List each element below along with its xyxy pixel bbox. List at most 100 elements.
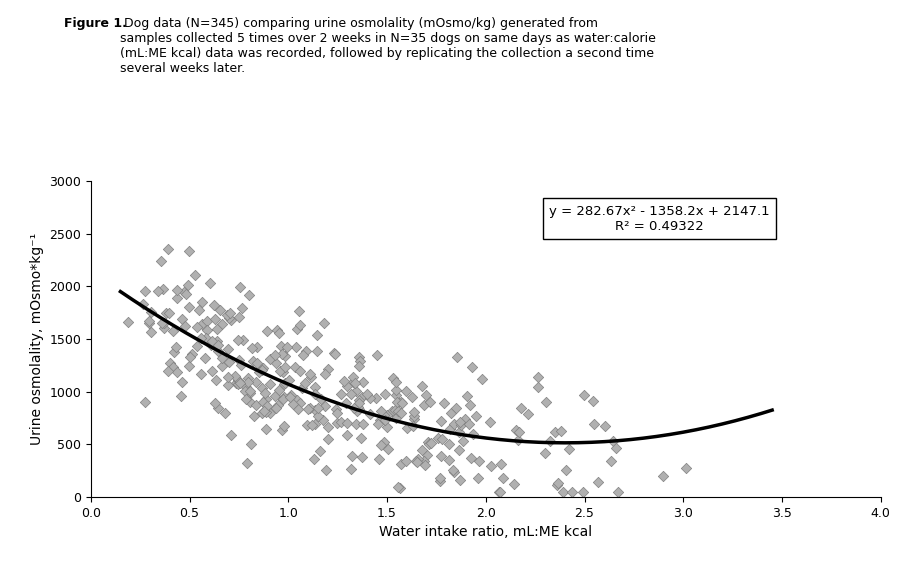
Point <box>352 405 367 414</box>
Point <box>312 446 327 455</box>
Point <box>350 406 364 415</box>
Point <box>190 341 204 350</box>
Text: Dog data (N=345) comparing urine osmolality (mOsmo/kg) generated from
samples co: Dog data (N=345) comparing urine osmolal… <box>120 17 656 75</box>
Point <box>548 427 562 436</box>
Point <box>656 471 670 480</box>
Point <box>255 363 270 372</box>
Point <box>399 386 413 396</box>
Point <box>262 354 277 363</box>
Point <box>218 408 232 418</box>
Point <box>360 389 374 398</box>
Point <box>151 286 165 295</box>
Point <box>223 431 238 440</box>
Point <box>242 388 257 397</box>
Point <box>277 351 291 360</box>
Y-axis label: Urine osmolality, mOsmo*kg⁻¹: Urine osmolality, mOsmo*kg⁻¹ <box>30 233 44 445</box>
Point <box>388 406 402 415</box>
Point <box>257 406 271 415</box>
Point <box>348 379 362 388</box>
Text: Figure 1.: Figure 1. <box>64 17 126 30</box>
Point <box>311 411 326 420</box>
Point <box>157 319 172 328</box>
Point <box>492 488 507 497</box>
Point <box>678 463 693 472</box>
Point <box>200 316 214 325</box>
Point <box>174 391 189 400</box>
Point <box>308 419 322 428</box>
Point <box>530 383 545 392</box>
Point <box>205 367 220 376</box>
Point <box>463 401 478 410</box>
Point <box>446 420 460 429</box>
Point <box>212 346 226 355</box>
Point <box>446 466 460 475</box>
Point <box>417 457 431 466</box>
Point <box>242 290 256 299</box>
Point <box>142 316 156 325</box>
Point <box>220 310 234 319</box>
Point <box>372 454 387 463</box>
Point <box>249 401 263 410</box>
Point <box>508 425 523 434</box>
Point <box>177 321 192 330</box>
Point <box>258 389 272 398</box>
Point <box>275 425 290 434</box>
Point <box>210 337 224 346</box>
Point <box>394 460 409 469</box>
Point <box>559 465 574 474</box>
Point <box>453 476 468 485</box>
Point <box>305 421 320 430</box>
Point <box>295 384 310 393</box>
Point <box>300 421 314 430</box>
Point <box>363 410 378 419</box>
Point <box>135 299 150 308</box>
Point <box>355 452 370 461</box>
Point <box>231 380 245 389</box>
Point <box>241 377 255 386</box>
Point <box>165 326 180 335</box>
Point <box>353 433 368 442</box>
Point <box>159 308 173 317</box>
Point <box>193 370 208 379</box>
Point <box>260 402 274 411</box>
Point <box>170 286 184 295</box>
Point <box>316 415 331 424</box>
Point <box>288 362 302 371</box>
Point <box>277 392 291 401</box>
Point <box>121 317 135 326</box>
Point <box>346 377 360 386</box>
Point <box>234 303 249 312</box>
Point <box>346 372 360 381</box>
Point <box>262 409 277 418</box>
Point <box>330 404 344 413</box>
Point <box>405 393 419 402</box>
Point <box>239 394 253 403</box>
Point <box>282 376 297 385</box>
Point <box>250 342 264 351</box>
Point <box>228 372 242 381</box>
Point <box>349 419 363 428</box>
Point <box>390 407 405 416</box>
Point <box>606 436 620 445</box>
Point <box>454 421 469 430</box>
Point <box>447 467 461 476</box>
Point <box>198 354 212 363</box>
Point <box>246 357 261 366</box>
Point <box>213 306 228 315</box>
Point <box>443 408 458 418</box>
Point <box>414 446 429 455</box>
Point <box>285 399 300 408</box>
Point <box>577 390 591 399</box>
Point <box>291 306 306 315</box>
Point <box>393 484 408 493</box>
Point <box>306 454 321 463</box>
Point <box>319 465 333 474</box>
Point <box>400 424 415 433</box>
Point <box>170 368 184 377</box>
Point <box>554 427 568 436</box>
Point <box>409 457 423 466</box>
Point <box>272 329 287 338</box>
Point <box>153 257 168 266</box>
Point <box>496 473 510 483</box>
Point <box>182 361 196 370</box>
